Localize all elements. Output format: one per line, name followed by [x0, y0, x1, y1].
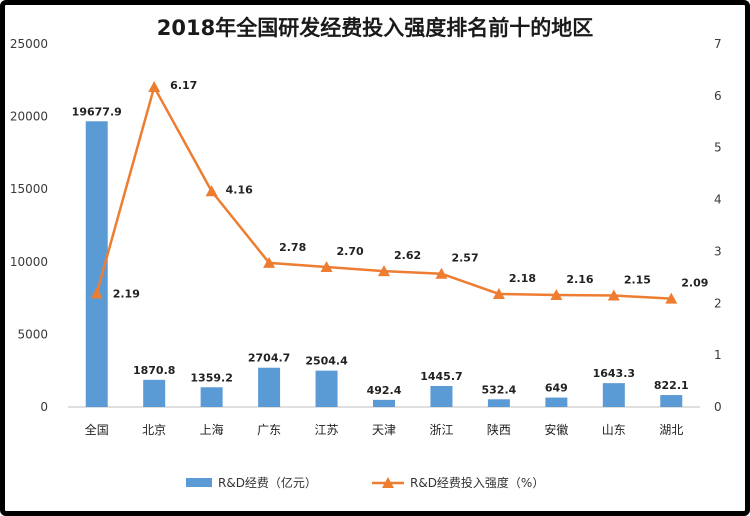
line-point-marker [550, 288, 563, 300]
category-label: 浙江 [429, 423, 453, 437]
bar [200, 387, 223, 407]
bar-value-label: 1445.7 [420, 370, 462, 383]
category-label: 安徽 [544, 422, 568, 437]
right-tick-label: 3 [714, 244, 722, 258]
left-tick-label: 20000 [10, 110, 48, 124]
bar-value-label: 532.4 [482, 383, 517, 396]
bar-value-label: 1359.2 [190, 371, 232, 384]
line-value-label: 2.16 [566, 273, 593, 286]
line-point-marker [492, 287, 505, 299]
line-value-label: 6.17 [170, 79, 197, 92]
line-value-label: 2.18 [509, 272, 536, 285]
line-series [90, 81, 678, 304]
bar-value-label: 19677.9 [72, 105, 122, 118]
legend-line-label: R&D经费投入强度（%） [410, 475, 544, 490]
left-tick-label: 25000 [10, 37, 48, 51]
category-labels: 全国 北京 上海 广东 江苏 天津 浙江 陕西 安徽 山东 湖北 [85, 422, 684, 437]
bar [487, 399, 510, 407]
bar-value-label: 1643.3 [593, 367, 635, 380]
category-label: 北京 [142, 423, 166, 437]
category-label: 陕西 [487, 422, 511, 437]
category-label: 上海 [200, 422, 224, 437]
bar-series [85, 121, 683, 408]
bar [545, 397, 568, 407]
line-value-label: 4.16 [226, 183, 253, 196]
bar-value-label: 2704.7 [248, 352, 290, 365]
right-tick-label: 0 [714, 400, 722, 414]
line-point-marker [263, 256, 276, 268]
category-label: 山东 [602, 423, 626, 437]
line-data-labels: 2.19 6.17 4.16 2.78 2.70 2.62 2.57 2.18 2.16 2.15… [113, 79, 709, 300]
line-point-marker [435, 267, 448, 279]
line-value-label: 2.62 [394, 249, 421, 262]
line-point-marker [148, 81, 161, 93]
bar [660, 395, 683, 407]
right-tick-label: 6 [714, 89, 722, 103]
legend-bar-swatch [186, 478, 212, 487]
category-label: 江苏 [315, 423, 339, 437]
bar [85, 121, 108, 408]
line-value-label: 2.70 [337, 245, 364, 258]
line-value-label: 2.09 [681, 277, 708, 290]
right-tick-label: 5 [714, 141, 722, 155]
right-axis: 0 1 2 3 4 5 6 7 [714, 37, 722, 414]
category-label: 广东 [257, 423, 281, 437]
line-value-label: 2.19 [113, 287, 140, 300]
legend-line-marker [382, 477, 394, 488]
line-value-label: 2.78 [279, 241, 306, 254]
bar [602, 383, 625, 407]
left-tick-label: 0 [40, 400, 48, 414]
line-value-label: 2.15 [624, 274, 651, 287]
line-value-label: 2.57 [451, 252, 478, 265]
bar [373, 399, 395, 407]
category-label: 天津 [372, 423, 396, 437]
left-axis: 0 5000 10000 15000 20000 25000 [10, 37, 48, 414]
left-tick-label: 10000 [10, 255, 48, 269]
right-tick-label: 7 [714, 37, 722, 51]
bar [430, 386, 453, 407]
bar-value-label: 1870.8 [133, 364, 175, 377]
bar-value-label: 2504.4 [305, 355, 348, 368]
legend-bar-label: R&D经费（亿元） [218, 475, 317, 490]
line-point-marker [205, 185, 218, 197]
right-tick-label: 1 [714, 348, 722, 362]
line-point-marker [378, 265, 390, 277]
right-tick-label: 2 [714, 296, 722, 310]
line-point-marker [665, 292, 678, 304]
line-point-marker [320, 260, 333, 272]
right-tick-label: 4 [714, 193, 722, 207]
line-point-marker [90, 287, 103, 299]
line-point-marker [607, 289, 620, 301]
category-label: 全国 [85, 422, 109, 437]
bar [143, 379, 166, 407]
left-tick-label: 5000 [17, 327, 48, 341]
left-tick-label: 15000 [10, 182, 48, 196]
bar-value-label: 822.1 [654, 379, 689, 392]
bar-value-label: 649 [545, 382, 568, 395]
bar-data-labels: 19677.9 1870.8 1359.2 2704.7 2504.4 492.4 1445… [72, 105, 689, 397]
bar-value-label: 492.4 [367, 384, 402, 397]
bar [258, 367, 281, 407]
category-label: 湖北 [659, 422, 683, 437]
legend: R&D经费（亿元） R&D经费投入强度（%） [186, 475, 544, 490]
chart-title: 2018年全国研发经费投入强度排名前十的地区 [156, 16, 594, 40]
bar [315, 370, 338, 407]
